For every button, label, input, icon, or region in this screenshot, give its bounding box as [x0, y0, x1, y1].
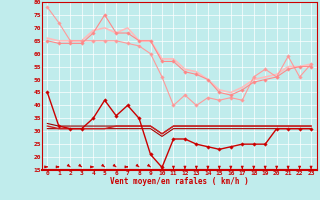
- X-axis label: Vent moyen/en rafales ( km/h ): Vent moyen/en rafales ( km/h ): [110, 177, 249, 186]
